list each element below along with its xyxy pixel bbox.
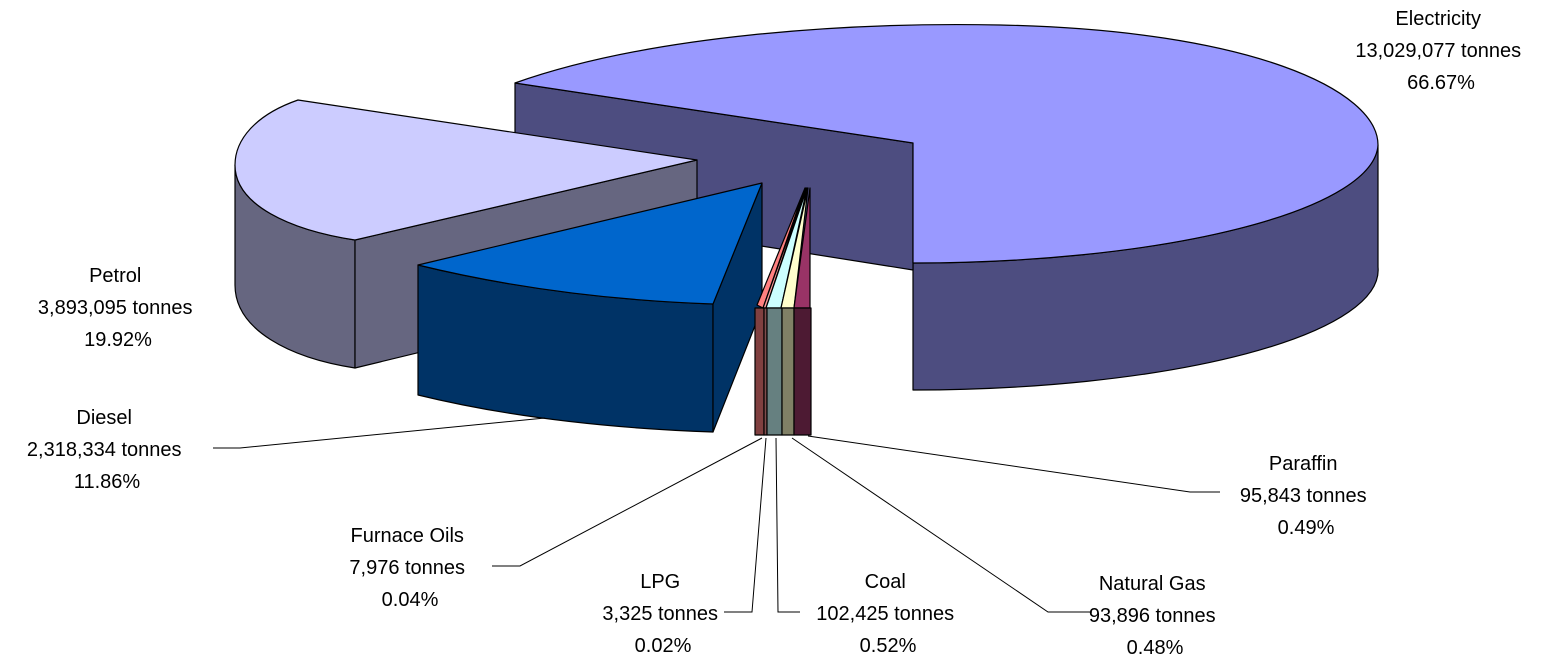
label-electricity-percent: 66.67% xyxy=(1407,72,1475,94)
leader-line-diesel xyxy=(213,417,546,449)
leader-line-furnace-oils xyxy=(492,437,763,567)
slice-electricity[interactable] xyxy=(514,23,1379,391)
leader-line-lpg xyxy=(724,437,767,613)
slice-natural-gas[interactable] xyxy=(780,187,809,436)
label-paraffin-name: Paraffin xyxy=(1269,453,1338,475)
label-furnace-oils-value: 7,976 tonnes xyxy=(349,557,465,579)
label-lpg-value: 3,325 tonnes xyxy=(602,603,718,625)
label-electricity-name: Electricity xyxy=(1395,8,1481,30)
label-furnace-oils-percent: 0.04% xyxy=(382,589,439,611)
label-lpg-percent: 0.02% xyxy=(635,635,692,657)
slice-natural-gas-front xyxy=(781,307,795,436)
label-furnace-oils: Furnace Oils 7,976 tonnes 0.04% xyxy=(349,525,470,611)
label-electricity-value: 13,029,077 tonnes xyxy=(1355,40,1521,62)
label-lpg-name: LPG xyxy=(640,571,680,593)
leader-line-coal xyxy=(775,437,800,613)
label-lpg: LPG 3,325 tonnes 0.02% xyxy=(602,571,723,657)
label-diesel-percent: 11.86% xyxy=(74,471,141,493)
slice-electricity-top xyxy=(514,23,1379,264)
label-coal-name: Coal xyxy=(865,571,906,593)
slice-coal-front xyxy=(766,307,783,436)
slice-diesel[interactable] xyxy=(417,182,763,433)
label-diesel-name: Diesel xyxy=(76,407,132,429)
label-electricity: Electricity 13,029,077 tonnes 66.67% xyxy=(1355,8,1526,94)
slice-paraffin-front xyxy=(793,307,812,436)
label-petrol-name: Petrol xyxy=(89,265,141,287)
label-diesel: Diesel 2,318,334 tonnes 11.86% xyxy=(27,407,187,493)
label-petrol-value: 3,893,095 tonnes xyxy=(38,297,193,319)
label-natural-gas-name: Natural Gas xyxy=(1099,573,1206,595)
label-diesel-value: 2,318,334 tonnes xyxy=(27,439,182,461)
label-coal: Coal 102,425 tonnes 0.52% xyxy=(816,571,959,657)
label-coal-value: 102,425 tonnes xyxy=(816,603,954,625)
label-natural-gas-percent: 0.48% xyxy=(1127,637,1184,659)
slice-petrol-top xyxy=(234,99,698,241)
label-furnace-oils-name: Furnace Oils xyxy=(351,525,464,547)
label-natural-gas-value: 93,896 tonnes xyxy=(1089,605,1216,627)
label-paraffin-value: 95,843 tonnes xyxy=(1240,485,1367,507)
label-petrol-percent: 19.92% xyxy=(84,329,152,351)
slice-furnace-oils-front xyxy=(754,307,765,436)
label-natural-gas: Natural Gas 93,896 tonnes 0.48% xyxy=(1089,573,1221,659)
label-petrol: Petrol 3,893,095 tonnes 19.92% xyxy=(38,265,198,351)
label-paraffin: Paraffin 95,843 tonnes 0.49% xyxy=(1240,453,1372,539)
slice-paraffin[interactable] xyxy=(793,187,812,436)
label-paraffin-percent: 0.49% xyxy=(1278,517,1335,539)
label-coal-percent: 0.52% xyxy=(860,635,917,657)
leader-line-natural-gas xyxy=(791,437,1092,613)
leader-line-paraffin xyxy=(807,435,1220,493)
slice-diesel-top xyxy=(417,182,763,305)
